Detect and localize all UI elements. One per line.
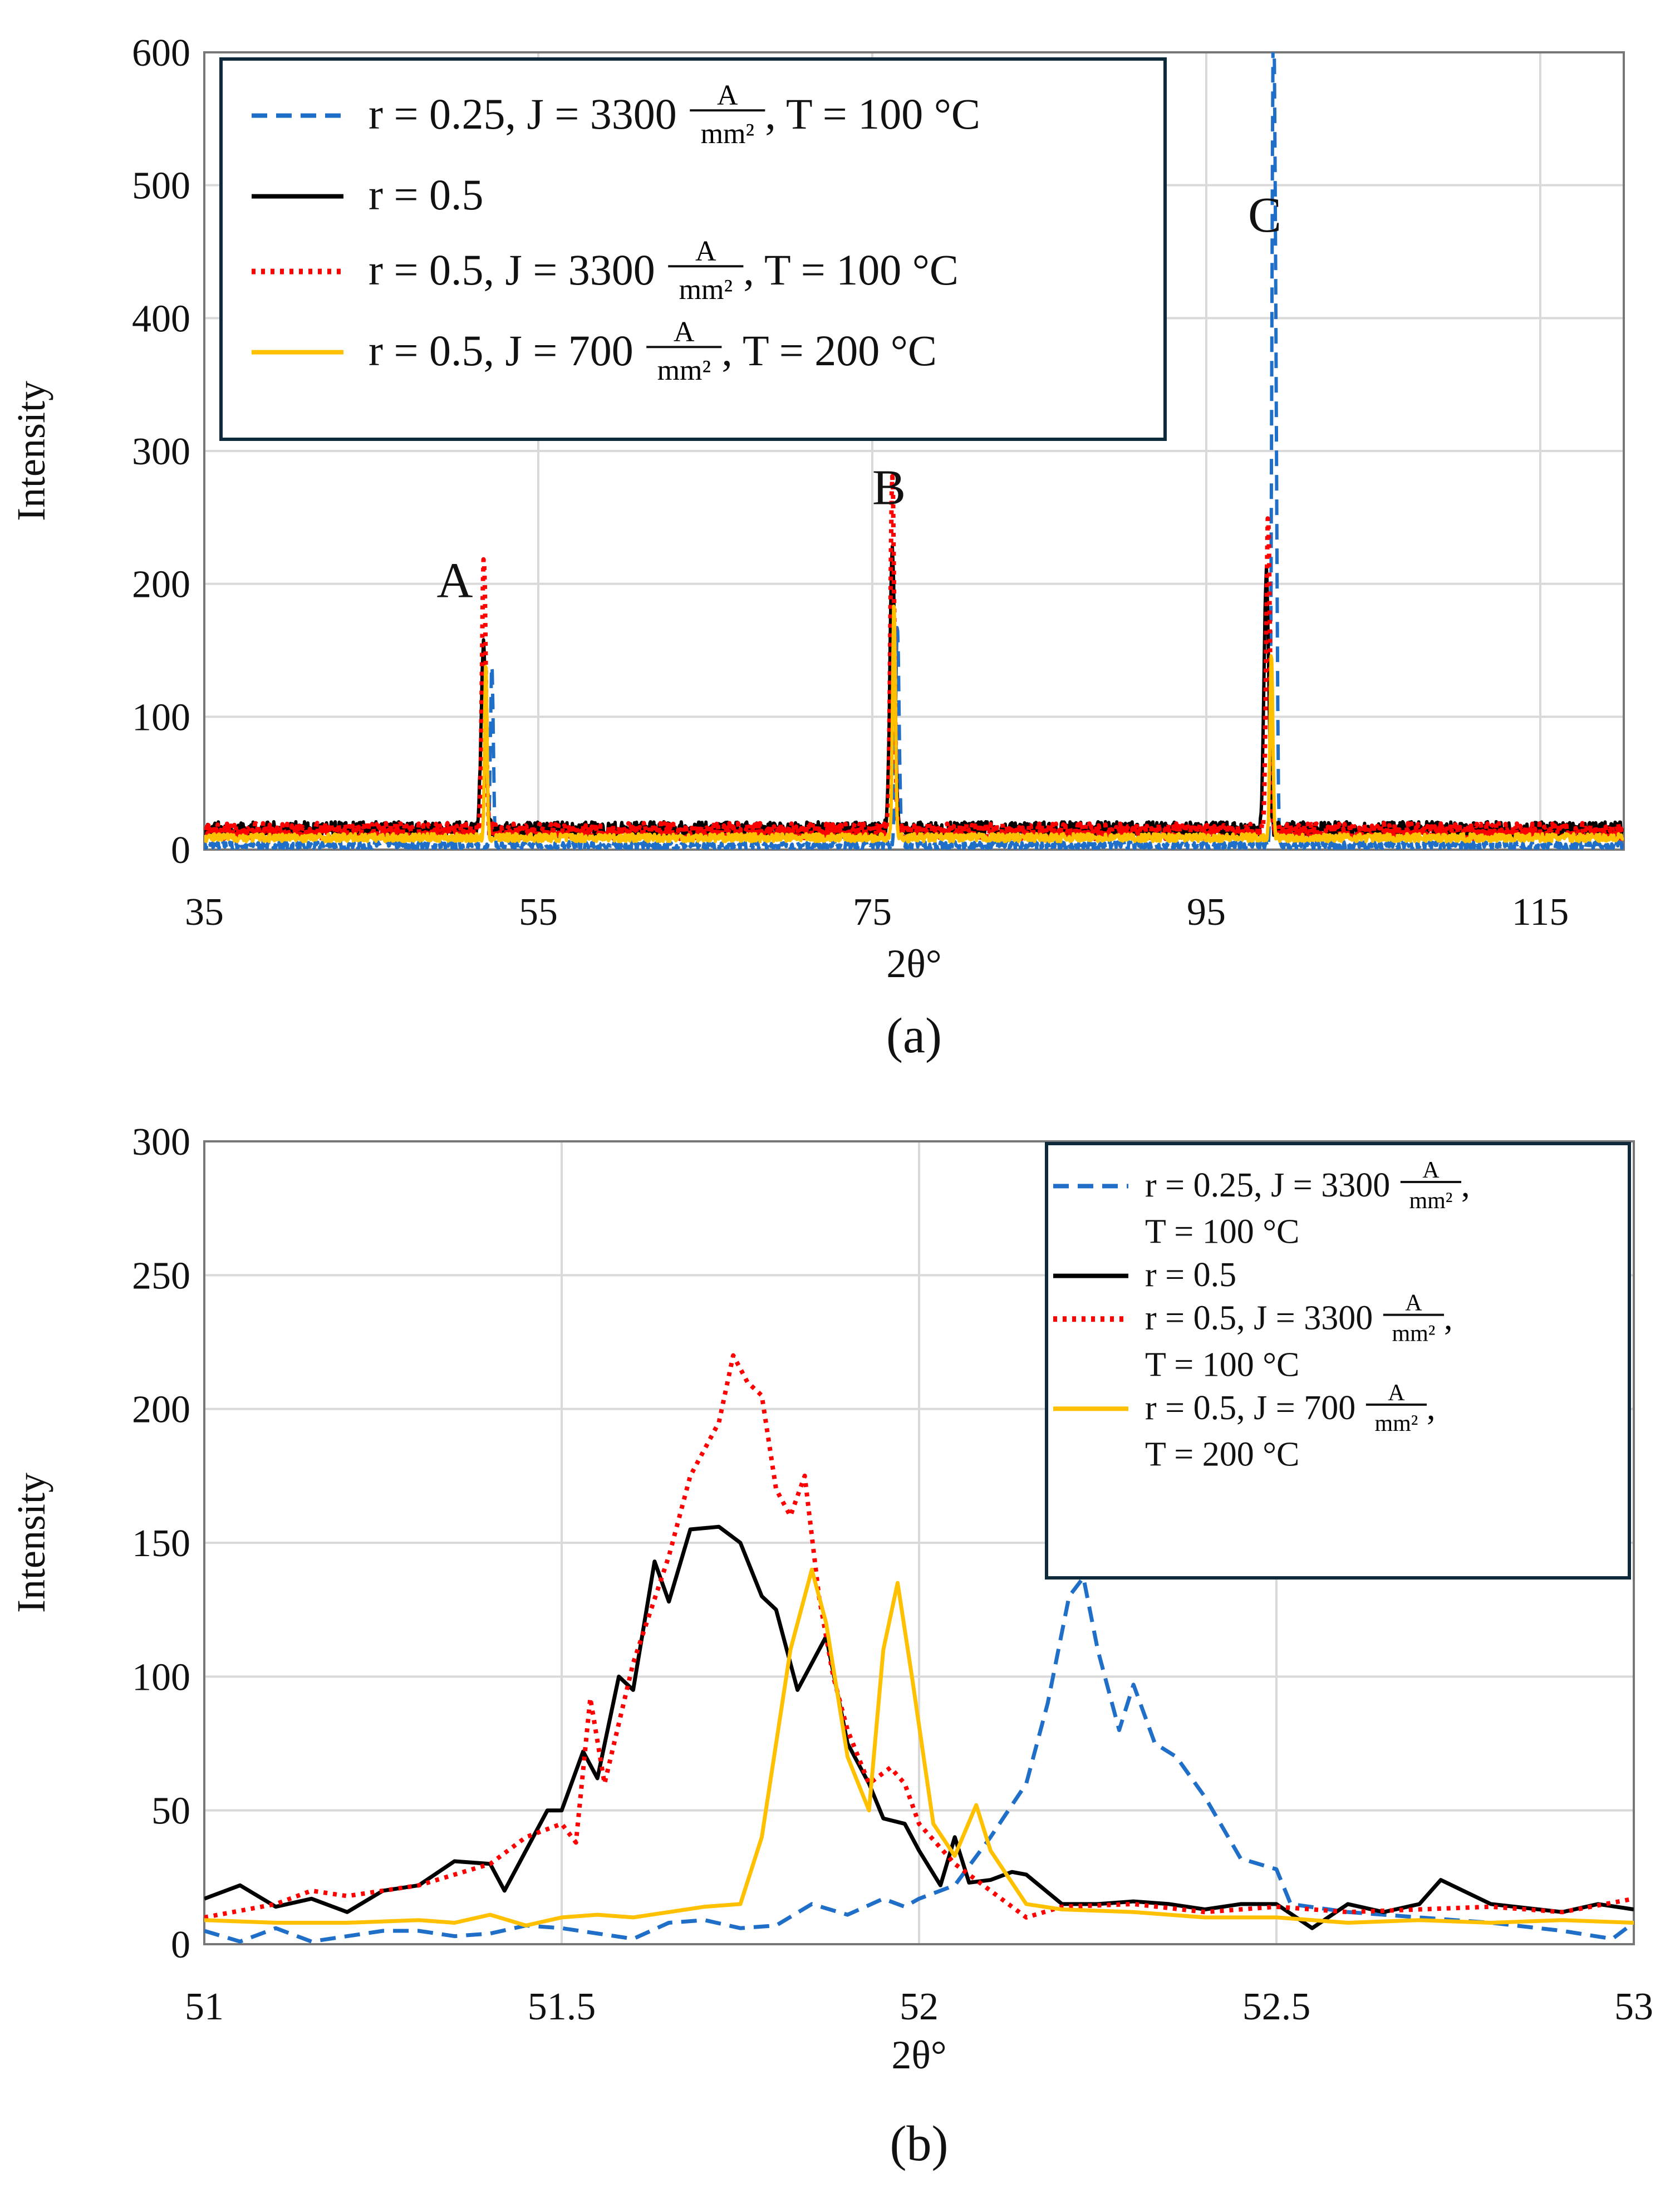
unit-numerator: A: [717, 80, 738, 111]
unit-denominator: mm²: [679, 274, 733, 306]
x-tick-label: 115: [1512, 891, 1569, 934]
peak-label-A: A: [437, 553, 473, 609]
y-axis-label: Intensity: [9, 1473, 53, 1613]
legend-label: r = 0.5, J = 700: [369, 326, 633, 375]
unit-numerator: A: [674, 316, 695, 348]
y-tick-label: 200: [132, 1389, 190, 1431]
legend-label-line2: T = 100 °C: [1145, 1213, 1299, 1251]
x-tick-label: 52.5: [1242, 1985, 1311, 2028]
unit-numerator: A: [1405, 1291, 1422, 1316]
y-axis-label: Intensity: [9, 381, 53, 521]
plot-area: [203, 1140, 1635, 1945]
peak-label-C: C: [1248, 188, 1281, 243]
legend-label-tail: , T = 100 °C: [765, 90, 980, 138]
legend-label: r = 0.5: [1145, 1256, 1236, 1294]
legend-comma: ,: [1461, 1166, 1470, 1204]
legend-label: r = 0.5, J = 3300: [369, 246, 655, 294]
x-tick-label: 51: [185, 1985, 224, 2028]
unit-denominator: mm²: [1374, 1411, 1418, 1436]
unit-numerator: A: [1422, 1158, 1440, 1183]
legend-item-1: r = 0.5: [252, 170, 483, 219]
legend-label: r = 0.25, J = 3300: [1145, 1166, 1390, 1204]
y-tick-label: 200: [132, 563, 190, 606]
legend-label-tail: , T = 200 °C: [721, 326, 937, 375]
legend-comma: ,: [1444, 1299, 1453, 1337]
y-tick-label: 300: [132, 430, 190, 473]
unit-denominator: mm²: [657, 355, 711, 386]
legend-comma: ,: [1427, 1389, 1436, 1427]
unit-numerator: A: [695, 236, 716, 267]
unit-denominator: mm²: [1392, 1321, 1435, 1347]
y-tick-label: 400: [132, 297, 190, 340]
chart-a: 0 100 200 300 400 500 600 35 55 75 95 115 2θ° Intensi…: [9, 32, 1625, 1063]
x-tick-label: 51.5: [528, 1985, 596, 2028]
x-tick-label: 35: [185, 891, 224, 934]
series-line-3: [204, 1567, 1634, 1927]
panel-caption: (b): [890, 2116, 949, 2171]
x-tick-label: 52: [900, 1985, 939, 2028]
x-tick-label: 95: [1187, 891, 1226, 934]
x-tick-label: 55: [519, 891, 558, 934]
legend-label-line2: T = 200 °C: [1145, 1436, 1299, 1474]
legend-item-1: r = 0.5: [1053, 1256, 1236, 1294]
y-tick-label: 250: [132, 1254, 190, 1297]
y-tick-label: 100: [132, 1656, 190, 1699]
peak-label-B: B: [872, 460, 906, 515]
series-line-2: [204, 474, 1624, 841]
series-line-0: [204, 1576, 1634, 1944]
y-tick-label: 150: [132, 1522, 190, 1565]
legend-box: [219, 57, 1167, 441]
legend-label: r = 0.25, J = 3300: [369, 90, 677, 138]
chart-b: 0 50 100 150 200 250 300 51 51.5 52 52.5 53 2θ° Inten…: [9, 1121, 1653, 2171]
x-tick-label: 75: [853, 891, 892, 934]
legend-box: [1045, 1142, 1631, 1580]
y-tick-label: 600: [132, 32, 190, 75]
legend-label: r = 0.5: [369, 170, 483, 219]
y-tick-label: 300: [132, 1121, 190, 1164]
y-tick-label: 500: [132, 165, 190, 208]
x-tick-label: 53: [1614, 1985, 1653, 2028]
y-tick-label: 0: [171, 829, 190, 872]
x-axis-label: 2θ°: [891, 2033, 946, 2077]
series-line-1: [204, 1524, 1634, 1930]
y-tick-label: 50: [151, 1790, 190, 1833]
y-tick-label: 0: [171, 1924, 190, 1966]
unit-denominator: mm²: [701, 118, 754, 150]
series-line-1: [204, 544, 1624, 840]
legend-label-line2: T = 100 °C: [1145, 1346, 1299, 1384]
series-line-3: [204, 604, 1624, 843]
panel-caption: (a): [886, 1008, 942, 1063]
unit-numerator: A: [1388, 1380, 1405, 1406]
unit-denominator: mm²: [1409, 1188, 1452, 1214]
y-tick-label: 100: [132, 696, 190, 739]
legend-label: r = 0.5, J = 700: [1145, 1389, 1355, 1427]
legend-label-tail: , T = 100 °C: [743, 246, 959, 294]
legend-label: r = 0.5, J = 3300: [1145, 1299, 1373, 1337]
plot-area: [203, 51, 1625, 851]
x-axis-label: 2θ°: [886, 941, 941, 986]
